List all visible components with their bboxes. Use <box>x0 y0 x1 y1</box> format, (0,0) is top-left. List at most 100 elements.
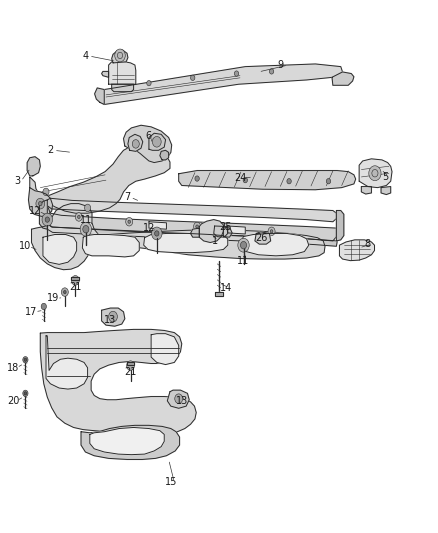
Text: 13: 13 <box>176 396 188 406</box>
Circle shape <box>71 276 79 285</box>
Polygon shape <box>90 427 164 455</box>
Polygon shape <box>100 64 343 104</box>
Polygon shape <box>102 71 109 77</box>
Circle shape <box>240 241 247 249</box>
Text: 26: 26 <box>256 233 268 243</box>
Polygon shape <box>102 308 125 326</box>
Text: 8: 8 <box>365 239 371 249</box>
Polygon shape <box>179 171 356 190</box>
Polygon shape <box>359 159 392 188</box>
Text: 12: 12 <box>143 223 155 233</box>
Polygon shape <box>82 235 139 257</box>
Text: 21: 21 <box>124 367 137 377</box>
Circle shape <box>36 198 45 209</box>
Text: 25: 25 <box>219 222 231 232</box>
Polygon shape <box>223 227 232 237</box>
Text: 6: 6 <box>146 131 152 141</box>
Text: 2: 2 <box>47 146 53 155</box>
Polygon shape <box>127 362 134 365</box>
Circle shape <box>128 220 131 223</box>
Polygon shape <box>151 334 179 365</box>
Text: 10: 10 <box>19 241 32 251</box>
Circle shape <box>80 222 92 236</box>
Polygon shape <box>144 233 228 253</box>
Circle shape <box>270 230 273 233</box>
Circle shape <box>127 361 134 370</box>
Polygon shape <box>28 188 53 216</box>
Circle shape <box>83 225 89 233</box>
Text: 17: 17 <box>25 307 38 317</box>
Polygon shape <box>199 220 223 243</box>
Polygon shape <box>71 277 79 280</box>
Polygon shape <box>228 226 245 234</box>
Circle shape <box>85 204 91 212</box>
Circle shape <box>238 238 249 252</box>
Polygon shape <box>381 187 391 195</box>
Text: 3: 3 <box>14 176 21 186</box>
Circle shape <box>196 225 198 228</box>
Circle shape <box>23 390 28 397</box>
Text: 4: 4 <box>82 51 88 61</box>
Polygon shape <box>30 145 170 213</box>
Circle shape <box>43 188 49 196</box>
Circle shape <box>234 71 239 76</box>
Circle shape <box>42 213 53 226</box>
Polygon shape <box>47 198 336 222</box>
Polygon shape <box>95 88 104 104</box>
Text: 11: 11 <box>80 215 92 225</box>
Circle shape <box>23 357 28 363</box>
Polygon shape <box>81 425 180 459</box>
Polygon shape <box>149 222 166 229</box>
Text: 7: 7 <box>124 192 130 202</box>
Circle shape <box>117 52 123 59</box>
Polygon shape <box>39 200 47 229</box>
Circle shape <box>195 176 199 181</box>
Polygon shape <box>128 134 143 151</box>
Polygon shape <box>361 187 371 194</box>
Circle shape <box>155 231 159 236</box>
Text: 13: 13 <box>104 315 117 325</box>
Circle shape <box>115 49 125 62</box>
Circle shape <box>61 288 68 296</box>
Polygon shape <box>109 62 136 84</box>
Polygon shape <box>339 240 374 261</box>
Circle shape <box>269 69 274 74</box>
Polygon shape <box>43 235 77 264</box>
Circle shape <box>41 303 46 310</box>
Circle shape <box>39 201 42 206</box>
Polygon shape <box>332 72 354 85</box>
Circle shape <box>287 179 291 184</box>
Polygon shape <box>214 226 228 237</box>
Polygon shape <box>40 329 196 435</box>
Text: 9: 9 <box>277 60 283 70</box>
Circle shape <box>147 80 151 86</box>
Polygon shape <box>215 292 223 296</box>
Polygon shape <box>46 336 88 389</box>
Text: 1: 1 <box>212 236 218 246</box>
Polygon shape <box>112 50 128 63</box>
Polygon shape <box>112 84 134 92</box>
Text: 5: 5 <box>382 172 389 182</box>
Circle shape <box>152 227 162 240</box>
Circle shape <box>109 311 117 322</box>
Polygon shape <box>47 224 337 246</box>
Circle shape <box>243 177 247 183</box>
Circle shape <box>268 227 275 236</box>
Circle shape <box>126 217 133 226</box>
Text: 15: 15 <box>165 478 177 487</box>
Circle shape <box>132 140 139 148</box>
Text: 11: 11 <box>237 256 250 266</box>
Text: 20: 20 <box>7 396 19 406</box>
Circle shape <box>191 75 195 80</box>
Polygon shape <box>27 157 40 176</box>
Circle shape <box>152 136 161 147</box>
Text: 24: 24 <box>234 173 246 183</box>
Polygon shape <box>160 150 169 160</box>
Circle shape <box>45 217 49 222</box>
Polygon shape <box>191 228 199 237</box>
Circle shape <box>326 179 331 184</box>
Circle shape <box>75 213 82 221</box>
Circle shape <box>78 215 80 219</box>
Text: 12: 12 <box>29 206 41 216</box>
Circle shape <box>24 392 27 395</box>
